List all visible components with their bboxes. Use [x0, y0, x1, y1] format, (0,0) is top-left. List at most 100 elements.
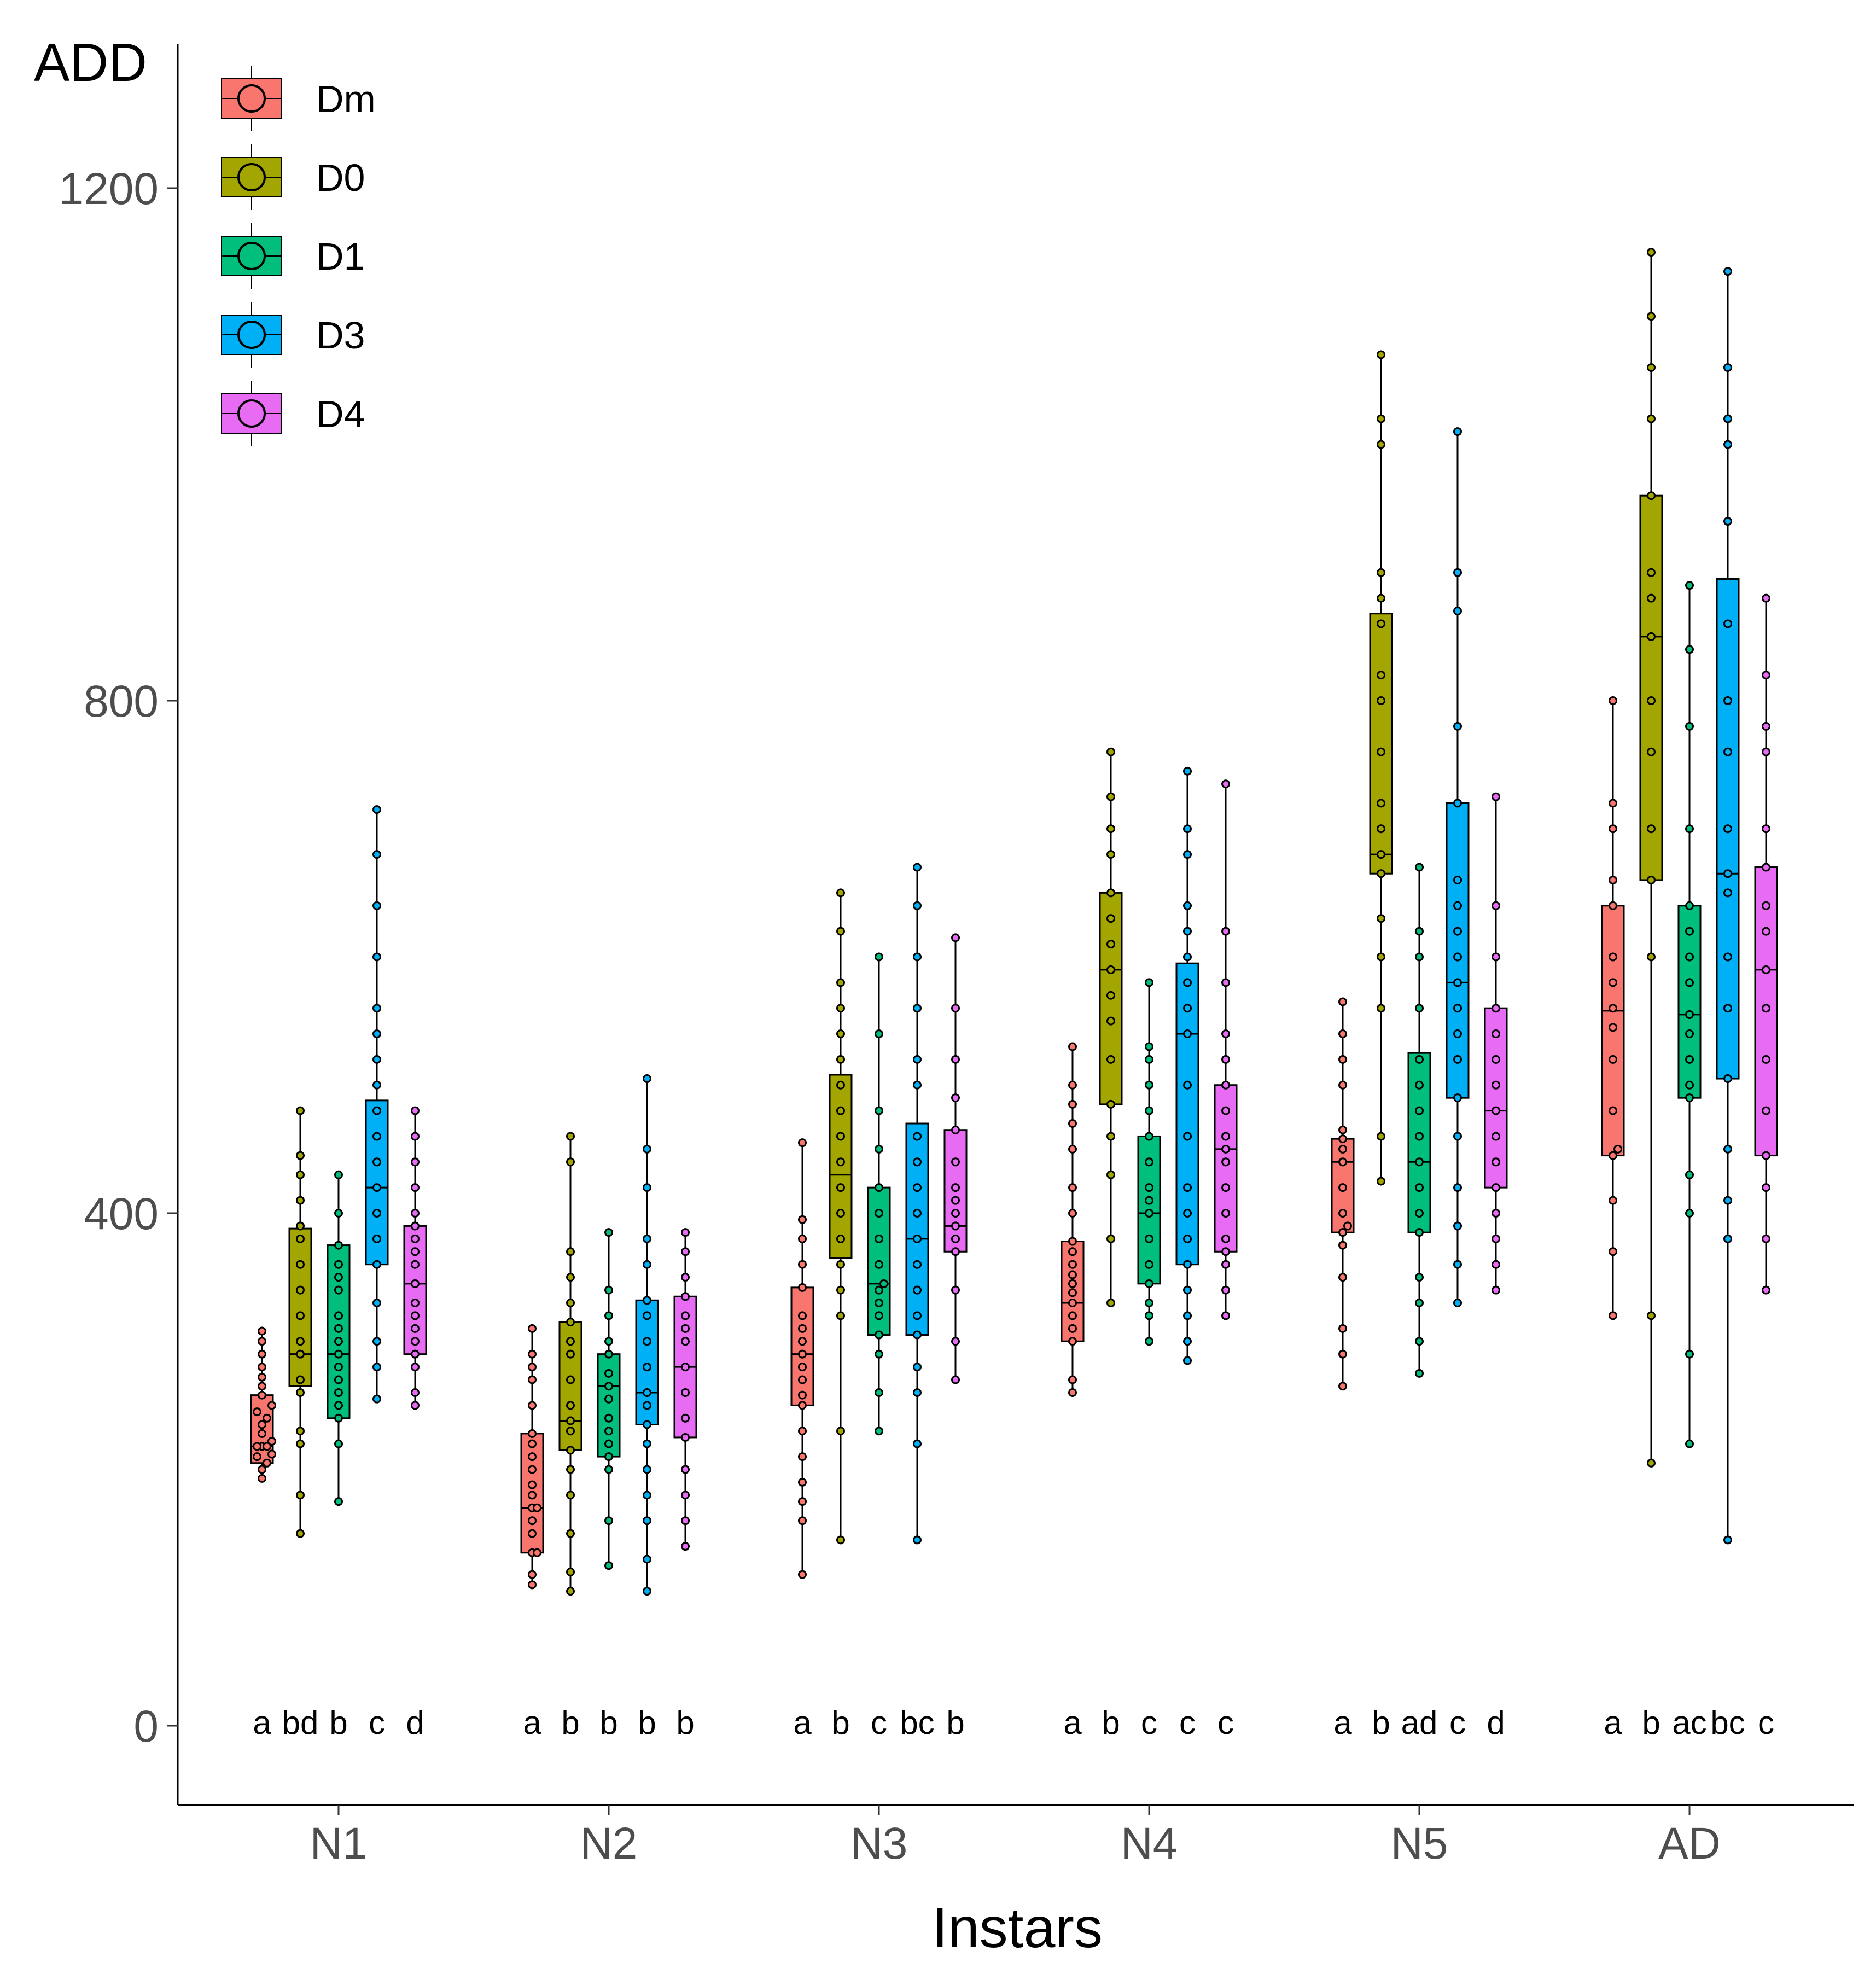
point-Dm-N2 [533, 1503, 541, 1512]
point-D0-N1 [296, 1106, 305, 1115]
point-Dm-N1 [258, 1382, 266, 1391]
point-D0-N5 [1377, 1004, 1385, 1013]
point-D0-AD [1647, 1311, 1656, 1320]
point-D0-AD [1647, 824, 1656, 834]
point-D0-N4 [1106, 965, 1115, 974]
point-D0-N4 [1106, 1099, 1115, 1109]
box-D3-N3 [905, 1122, 929, 1336]
point-Dm-N5 [1338, 1125, 1347, 1134]
point-Dm-N2 [528, 1439, 537, 1448]
point-D4-N3 [951, 1196, 960, 1205]
point-D3-N2 [643, 1555, 651, 1564]
point-D0-N5 [1377, 671, 1385, 680]
point-Dm-N1 [258, 1372, 266, 1382]
point-D3-AD [1723, 1234, 1732, 1243]
point-D0-N3 [836, 1029, 845, 1039]
point-D1-N5 [1415, 863, 1424, 872]
point-D1-AD [1685, 645, 1694, 654]
point-D1-N2 [604, 1394, 613, 1404]
point-D0-N1 [296, 1285, 305, 1295]
point-D0-AD [1647, 248, 1656, 257]
point-Dm-N4 [1068, 1375, 1077, 1384]
point-Dm-N1 [258, 1349, 266, 1359]
point-D3-N4 [1183, 1004, 1192, 1013]
significance-letter: a [1604, 1704, 1622, 1741]
point-D0-N4 [1106, 1016, 1115, 1026]
point-D0-AD [1647, 568, 1656, 577]
point-D4-N4 [1221, 1106, 1230, 1115]
point-D1-N5 [1415, 1298, 1424, 1307]
point-D4-N3 [951, 1125, 960, 1134]
point-D3-N3 [913, 901, 922, 910]
point-D3-N1 [372, 1183, 381, 1192]
point-D1-N3 [875, 1298, 883, 1307]
point-D4-N1 [411, 1279, 420, 1288]
point-D3-N4 [1183, 850, 1192, 859]
significance-letter: b [561, 1704, 579, 1741]
point-D1-N4 [1145, 1279, 1153, 1288]
point-D0-N4 [1106, 991, 1115, 1000]
point-D1-N3 [875, 1183, 883, 1192]
point-Dm-N5 [1338, 1029, 1347, 1039]
point-Dm-N5 [1338, 1134, 1347, 1144]
point-D3-N3 [913, 1004, 922, 1013]
point-D0-N3 [836, 1234, 845, 1243]
point-D3-N3 [913, 1234, 922, 1243]
point-D3-N5 [1453, 1260, 1462, 1269]
point-D0-N2 [566, 1337, 575, 1346]
point-D3-N4 [1183, 1260, 1192, 1269]
point-D3-N4 [1183, 1311, 1192, 1320]
box-D0-N3 [829, 1074, 853, 1259]
point-D3-AD [1723, 363, 1732, 372]
point-Dm-N5 [1343, 1221, 1352, 1231]
point-D4-N1 [411, 1363, 420, 1372]
point-Dm-N2 [528, 1324, 537, 1333]
point-D4-AD [1762, 1004, 1770, 1013]
point-D3-N4 [1183, 1080, 1192, 1090]
point-D3-N1 [372, 901, 381, 910]
point-D0-N5 [1377, 414, 1385, 423]
point-D1-N5 [1415, 1004, 1424, 1013]
point-D4-N5 [1492, 1132, 1500, 1141]
point-D4-N1 [411, 1388, 420, 1397]
point-D0-N3 [836, 1080, 845, 1090]
y-tick-label: 0 [133, 1702, 159, 1751]
point-D3-N4 [1183, 766, 1192, 776]
point-D3-N4 [1183, 1234, 1192, 1243]
point-D1-N1 [334, 1388, 343, 1397]
x-tick-label: N4 [1121, 1819, 1178, 1868]
point-D0-N1 [296, 1388, 305, 1397]
point-D1-N1 [334, 1413, 343, 1423]
point-D0-N5 [1377, 799, 1385, 808]
point-D0-N5 [1377, 869, 1385, 878]
point-D1-N4 [1145, 1132, 1153, 1141]
point-D1-AD [1685, 1349, 1694, 1359]
point-Dm-N2 [528, 1491, 537, 1500]
point-Dm-N3 [798, 1427, 807, 1436]
point-D0-N2 [566, 1349, 575, 1359]
point-D3-N4 [1183, 927, 1192, 936]
point-D1-AD [1685, 1010, 1694, 1019]
point-D1-N3 [875, 1285, 883, 1295]
point-D1-N1 [334, 1209, 343, 1218]
point-D4-N5 [1492, 1004, 1500, 1013]
point-Dm-N5 [1338, 1157, 1347, 1167]
point-D4-AD [1762, 965, 1770, 974]
point-D0-N1 [296, 1234, 305, 1243]
point-D3-N4 [1183, 1285, 1192, 1295]
significance-letter: bd [282, 1704, 319, 1741]
point-D0-N3 [836, 1311, 845, 1320]
point-D4-N4 [1221, 1055, 1230, 1064]
point-D4-N5 [1492, 1209, 1500, 1218]
point-D1-N3 [875, 1388, 883, 1397]
significance-letter: d [406, 1704, 424, 1741]
point-D1-N5 [1415, 1337, 1424, 1346]
point-D3-N4 [1183, 1209, 1192, 1218]
point-D0-N1 [296, 1427, 305, 1436]
point-D0-AD [1647, 593, 1656, 603]
point-D1-N5 [1415, 1183, 1424, 1192]
point-D3-N5 [1453, 1004, 1462, 1013]
point-D0-AD [1647, 952, 1656, 962]
legend-label-D3: D3 [316, 314, 365, 357]
point-D3-N3 [913, 1439, 922, 1448]
